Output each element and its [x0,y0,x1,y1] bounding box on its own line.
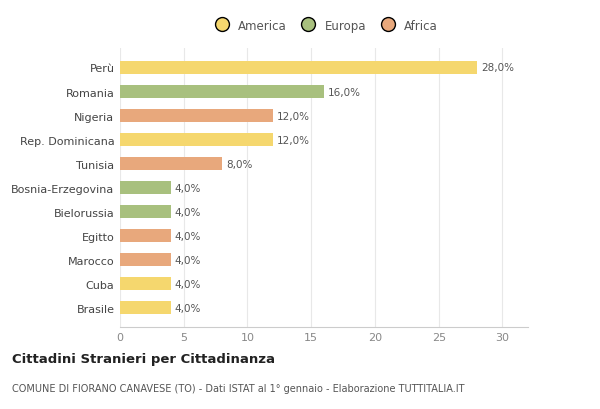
Text: 4,0%: 4,0% [175,183,201,193]
Text: 4,0%: 4,0% [175,303,201,313]
Bar [120,62,477,75]
Text: Cittadini Stranieri per Cittadinanza: Cittadini Stranieri per Cittadinanza [12,352,275,365]
Bar [120,254,171,267]
Bar [120,229,171,243]
Legend: America, Europa, Africa: America, Europa, Africa [206,16,442,36]
Text: 4,0%: 4,0% [175,255,201,265]
Text: 8,0%: 8,0% [226,159,252,169]
Text: 16,0%: 16,0% [328,87,361,97]
Bar [120,86,324,99]
Bar [120,134,273,147]
Text: 28,0%: 28,0% [481,63,514,73]
Text: 12,0%: 12,0% [277,135,310,145]
Bar [120,110,273,123]
Bar [120,301,171,315]
Text: COMUNE DI FIORANO CANAVESE (TO) - Dati ISTAT al 1° gennaio - Elaborazione TUTTIT: COMUNE DI FIORANO CANAVESE (TO) - Dati I… [12,382,464,393]
Bar [120,182,171,195]
Text: 4,0%: 4,0% [175,231,201,241]
Bar [120,205,171,219]
Bar [120,157,222,171]
Text: 4,0%: 4,0% [175,207,201,217]
Bar [120,277,171,290]
Text: 4,0%: 4,0% [175,279,201,289]
Text: 12,0%: 12,0% [277,111,310,121]
